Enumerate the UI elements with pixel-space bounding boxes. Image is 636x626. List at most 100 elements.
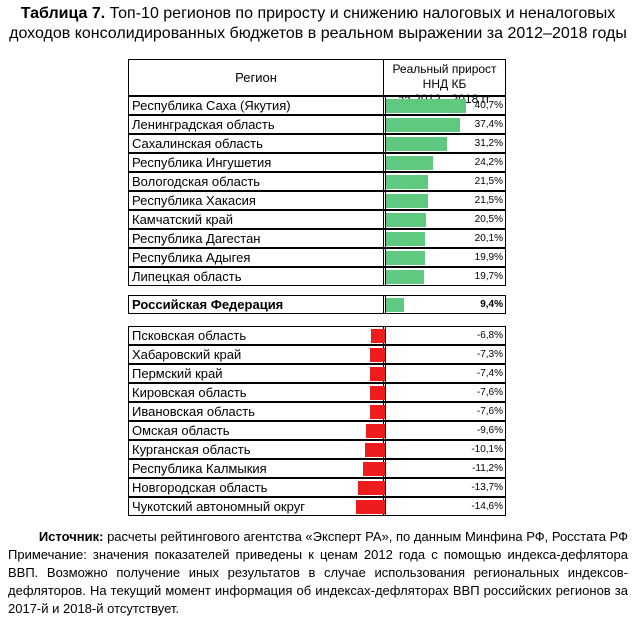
table-row: Республика Дагестан 20,1% [128, 229, 506, 248]
region-name: Омская область [128, 421, 384, 440]
bar-cell: -9,6% [365, 421, 506, 440]
value-label: -7,6% [476, 387, 503, 398]
value-label: -7,6% [476, 406, 503, 417]
bar-cell: -7,6% [369, 383, 506, 402]
bar-positive [385, 99, 467, 113]
bar-cell: -7,6% [369, 402, 506, 421]
bar-cell: 20,1% [384, 229, 506, 248]
value-label: -7,4% [476, 368, 503, 379]
table-row: Липецкая область 19,7% [128, 267, 506, 286]
value-label: -14,6% [471, 501, 503, 512]
table-row: Курганская область -10,1% [128, 440, 506, 459]
bar-positive [385, 251, 425, 265]
bar-positive [385, 270, 425, 284]
table-row: Ленинградская область 37,4% [128, 115, 506, 134]
table-row: Республика Ингушетия 24,2% [128, 153, 506, 172]
region-name: Республика Саха (Якутия) [128, 96, 384, 115]
table-number: Таблица 7. [20, 5, 106, 22]
bar-positive [385, 194, 428, 208]
value-label: 21,5% [474, 176, 503, 187]
bar-cell: -13,7% [357, 478, 506, 497]
value-label: 20,1% [474, 233, 503, 244]
header-metric-line1: Реальный прирост ННД КБ [392, 62, 497, 91]
table-row: Сахалинская область 31,2% [128, 134, 506, 153]
region-name: Российская Федерация [128, 295, 384, 314]
bar-cell: 24,2% [384, 153, 506, 172]
region-name: Курганская область [128, 440, 384, 459]
bar-negative [369, 386, 385, 400]
bar-positive [385, 298, 404, 312]
region-name: Ивановская область [128, 402, 384, 421]
table-row: Хабаровский край -7,3% [128, 345, 506, 364]
footer: Источник: расчеты рейтингового агентства… [8, 528, 628, 618]
bar-cell: -6,8% [371, 326, 506, 345]
bar-cell: 9,4% [384, 295, 506, 314]
source-label: Источник: [38, 529, 104, 544]
table-row: Республика Адыгея 19,9% [128, 248, 506, 267]
source-text: расчеты рейтингового агентства «Эксперт … [107, 529, 628, 544]
bar-negative [370, 367, 385, 381]
note-text: Примечание: значения показателей приведе… [8, 547, 628, 616]
table-row: Чукотский автономный округ -14,6% [128, 497, 506, 516]
region-name: Камчатский край [128, 210, 384, 229]
value-label: -10,1% [471, 444, 503, 455]
value-label: 19,9% [474, 252, 503, 263]
bar-cell: 19,9% [384, 248, 506, 267]
bar-cell: 40,7% [384, 96, 506, 115]
header-region: Регион [128, 59, 384, 96]
bar-cell: 31,2% [384, 134, 506, 153]
bar-negative [355, 500, 385, 514]
bar-negative [371, 329, 385, 343]
bar-cell: -7,3% [370, 345, 506, 364]
table-row: Республика Саха (Якутия) 40,7% [128, 96, 506, 115]
table-row: Омская область -9,6% [128, 421, 506, 440]
bar-negative [364, 443, 385, 457]
table-row: Вологодская область 21,5% [128, 172, 506, 191]
bar-positive [385, 213, 426, 227]
source-line: Источник: расчеты рейтингового агентства… [8, 528, 628, 546]
value-label: -6,8% [476, 330, 503, 341]
region-name: Сахалинская область [128, 134, 384, 153]
table-row: Новгородская область -13,7% [128, 478, 506, 497]
table-row: Республика Хакасия 21,5% [128, 191, 506, 210]
region-name: Пермский край [128, 364, 384, 383]
bar-cell: 20,5% [384, 210, 506, 229]
zero-axis [385, 96, 386, 286]
bar-cell: 21,5% [384, 172, 506, 191]
region-name: Республика Адыгея [128, 248, 384, 267]
table-row: Республика Калмыкия -11,2% [128, 459, 506, 478]
region-name: Липецкая область [128, 267, 384, 286]
bar-negative [357, 481, 385, 495]
value-label: 21,5% [474, 195, 503, 206]
page-title: Таблица 7. Топ-10 регионов по приросту и… [0, 4, 636, 44]
table-title-text: Топ-10 регионов по приросту и снижению н… [9, 5, 627, 42]
region-name: Республика Калмыкия [128, 459, 384, 478]
value-label: 40,7% [474, 100, 503, 111]
region-name: Республика Хакасия [128, 191, 384, 210]
region-name: Чукотский автономный округ [128, 497, 384, 516]
region-name: Псковская область [128, 326, 384, 345]
table-row: Камчатский край 20,5% [128, 210, 506, 229]
value-label: 9,4% [480, 299, 503, 310]
bar-positive [385, 118, 460, 132]
bar-cell: 37,4% [384, 115, 506, 134]
bar-cell: -10,1% [364, 440, 506, 459]
value-label: -7,3% [476, 349, 503, 360]
value-label: 24,2% [474, 157, 503, 168]
region-name: Ленинградская область [128, 115, 384, 134]
table-row: Российская Федерация 9,4% [128, 295, 506, 314]
bar-cell: -7,4% [370, 364, 506, 383]
table-row: Ивановская область -7,6% [128, 402, 506, 421]
value-label: 37,4% [474, 119, 503, 130]
bar-cell: 19,7% [384, 267, 506, 286]
header-metric: Реальный прирост ННД КБ за 2012 - 2018 г… [384, 59, 506, 106]
region-name: Кировская область [128, 383, 384, 402]
value-label: -11,2% [472, 463, 503, 474]
value-label: -9,6% [476, 425, 503, 436]
region-name: Республика Дагестан [128, 229, 384, 248]
region-name: Вологодская область [128, 172, 384, 191]
bar-cell: -11,2% [362, 459, 506, 478]
table-row: Кировская область -7,6% [128, 383, 506, 402]
bar-cell: 21,5% [384, 191, 506, 210]
value-label: 19,7% [474, 271, 503, 282]
